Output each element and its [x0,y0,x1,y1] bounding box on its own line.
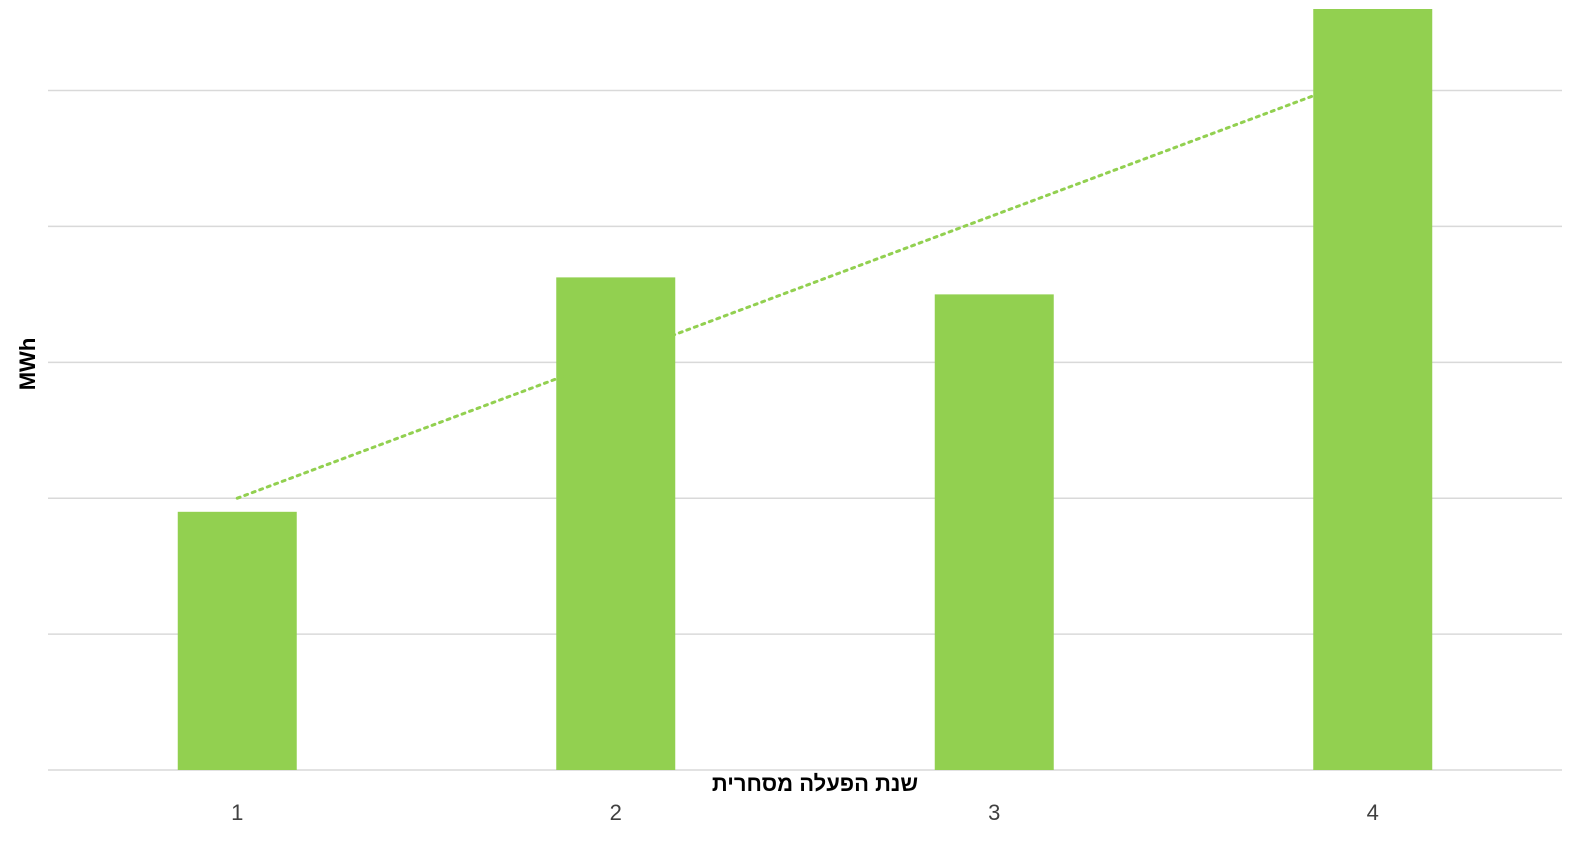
bars [177,9,1433,770]
bar-1 [177,511,297,770]
x-tick-label: 3 [988,800,1000,825]
trendline [235,72,1375,500]
x-tick-label: 1 [231,800,243,825]
bar-4 [1313,9,1433,770]
gridlines [48,89,1562,771]
x-tick-labels: 1 2 3 4 [231,800,1379,825]
x-tick-label: 2 [610,800,622,825]
y-axis-title: MWh [15,338,40,391]
trendline-group [235,72,1375,500]
x-axis-title: שנת הפעלה מסחרית [712,771,918,796]
bar-3 [934,294,1054,770]
x-tick-label: 4 [1367,800,1379,825]
bar-2 [556,277,676,770]
